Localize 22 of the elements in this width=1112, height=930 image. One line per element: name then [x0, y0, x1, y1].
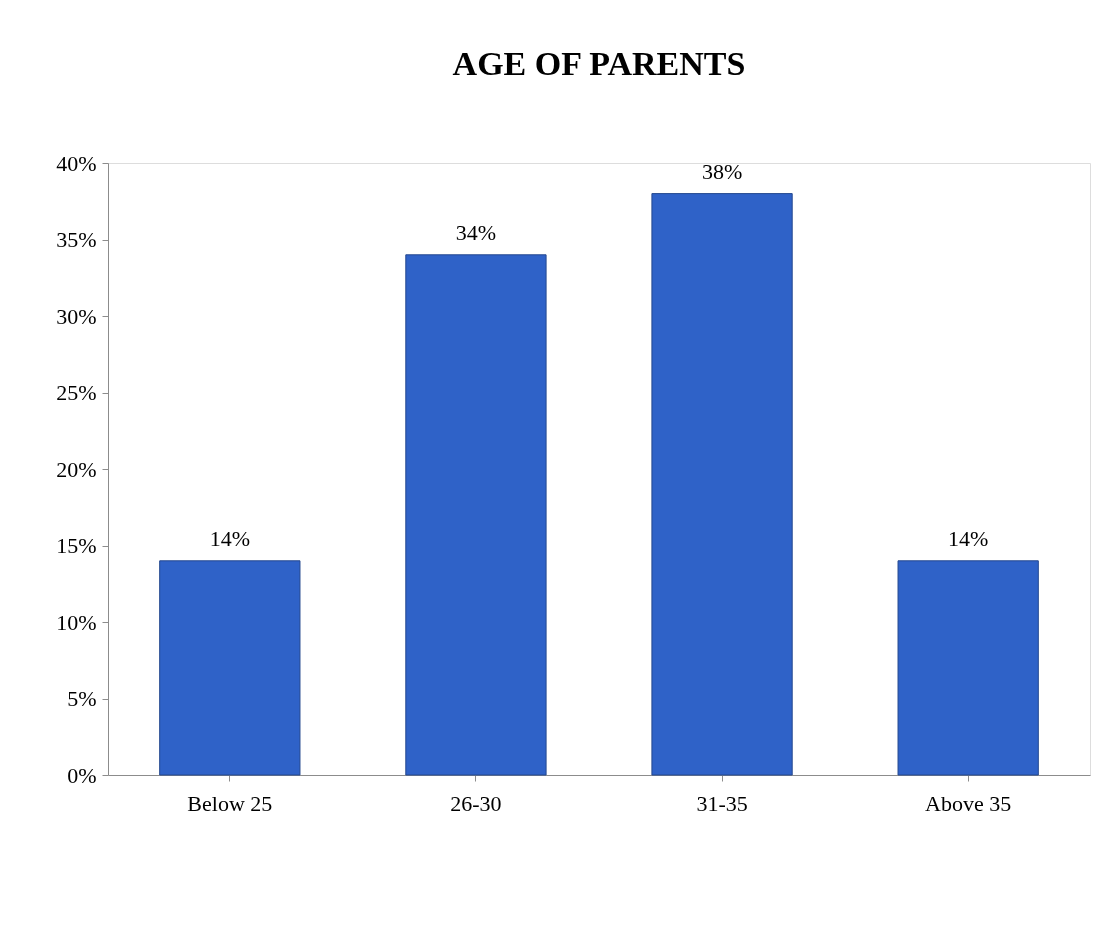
- bar: [651, 193, 793, 776]
- bar: [405, 254, 547, 776]
- bar: [897, 560, 1039, 776]
- bar: [159, 560, 301, 776]
- y-tick-label: 15%: [56, 533, 97, 558]
- x-tick-label: Below 25: [187, 790, 273, 816]
- x-tick-label: 31-35: [696, 790, 748, 816]
- y-tick-label: 5%: [67, 686, 97, 711]
- y-tick-label: 35%: [56, 227, 97, 252]
- y-tick-label: 30%: [56, 303, 97, 329]
- data-label: 38%: [701, 158, 743, 184]
- y-tick-label: 25%: [56, 380, 97, 405]
- x-tick-label: 26-30: [450, 790, 502, 816]
- chart-title: AGE OF PARENTS: [452, 45, 746, 82]
- y-tick-label: 10%: [56, 609, 97, 635]
- data-label: 14%: [209, 525, 250, 551]
- y-tick-label: 20%: [56, 456, 97, 482]
- data-label: 14%: [948, 525, 989, 551]
- y-tick-label: 0%: [67, 762, 97, 788]
- x-tick-label: Above 35: [925, 790, 1012, 816]
- y-tick-label: 40%: [56, 150, 97, 176]
- data-label: 34%: [455, 219, 497, 245]
